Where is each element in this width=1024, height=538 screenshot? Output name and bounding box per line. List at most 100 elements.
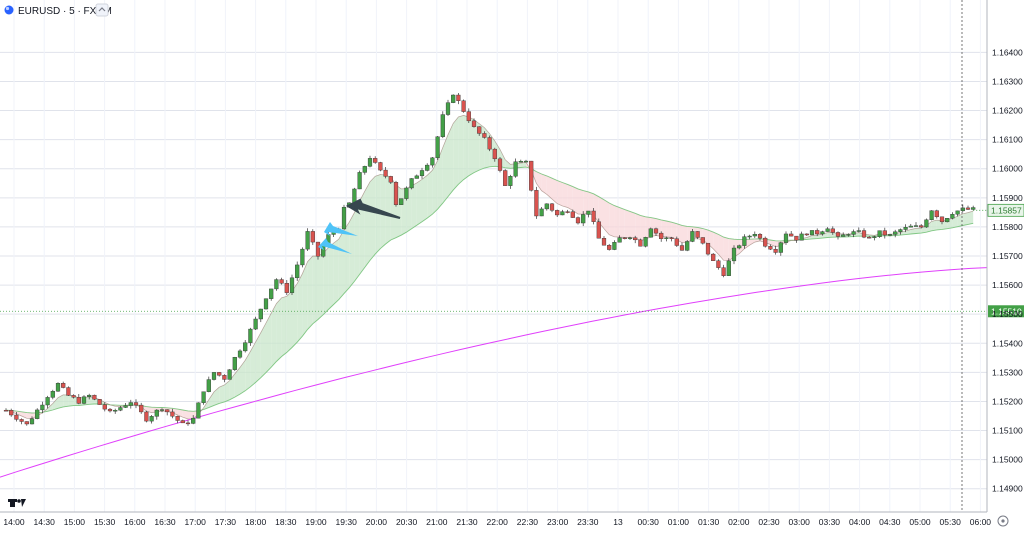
x-tick-label[interactable]: 21:00 [426,517,448,527]
candle-body [737,246,741,248]
x-tick-label[interactable]: 23:00 [547,517,569,527]
x-tick-label[interactable]: 05:00 [909,517,931,527]
candle-body [306,231,310,249]
y-tick-label[interactable]: 1.16400 [992,47,1023,57]
cloud-segment [666,221,671,237]
candle-body [384,170,388,176]
logo-part-2 [8,499,17,502]
x-tick-label[interactable]: 21:30 [456,517,478,527]
x-tick-label[interactable]: 22:00 [487,517,509,527]
x-tick-label[interactable]: 16:30 [154,517,176,527]
cloud-segment [323,248,328,315]
candle-body [394,182,398,205]
x-tick-label[interactable]: 02:30 [758,517,780,527]
x-tick-label[interactable]: 03:00 [789,517,811,527]
x-tick-label[interactable]: 04:00 [849,517,871,527]
cloud-segment [620,208,625,238]
candle-body [691,231,695,241]
y-tick-label[interactable]: 1.15600 [992,280,1023,290]
y-tick-label[interactable]: 1.16000 [992,164,1023,174]
candle-body [285,283,289,292]
x-tick-label[interactable]: 14:30 [34,517,56,527]
cloud-segment [287,291,292,352]
x-tick-label[interactable]: 06:00 [970,517,992,527]
candle-body [134,403,138,406]
candle-body [15,415,19,419]
candle-body [883,231,887,235]
chart-header[interactable]: EURUSD · 5 · FXCM [5,4,112,17]
candle-body [165,410,169,412]
x-tick-label[interactable]: 19:30 [336,517,358,527]
candle-body [436,137,440,158]
candle-body [919,226,923,227]
candle-body [316,242,320,256]
x-tick-label[interactable]: 18:00 [245,517,267,527]
x-tick-label[interactable]: 15:30 [94,517,116,527]
x-tick-label[interactable]: 22:30 [517,517,539,527]
candle-body [514,162,518,176]
candle-body [41,405,45,410]
candle-body [269,289,273,299]
cloud-segment [308,256,313,329]
y-tick-label[interactable]: 1.15900 [992,193,1023,203]
x-tick-label[interactable]: 13 [613,517,623,527]
x-tick-label[interactable]: 16:00 [124,517,146,527]
cloud-segment [464,115,469,179]
y-tick-label[interactable]: 1.16300 [992,76,1023,86]
x-tick-label[interactable]: 17:00 [185,517,207,527]
y-tick-label[interactable]: 1.16100 [992,135,1023,145]
candle-body [597,222,601,239]
cloud-segment [292,284,297,348]
x-tick-label[interactable]: 18:30 [275,517,297,527]
y-tick-label[interactable]: 1.14900 [992,484,1023,494]
candle-body [186,423,190,424]
candle-body [587,211,591,214]
cloud-segment [422,175,427,221]
x-tick-label[interactable]: 00:30 [638,517,660,527]
x-tick-label[interactable]: 01:00 [668,517,690,527]
candle-body [290,278,294,293]
candle-body [971,208,975,210]
x-tick-label[interactable]: 04:30 [879,517,901,527]
x-tick-label[interactable]: 03:30 [819,517,841,527]
y-tick-label[interactable]: 1.15000 [992,455,1023,465]
candle-body [873,237,877,238]
candle-body [857,231,861,232]
x-tick-label[interactable]: 19:00 [305,517,327,527]
candle-body [20,419,24,421]
candle-body [280,280,284,284]
candle-body [758,234,762,238]
x-tick-label[interactable]: 05:30 [940,517,962,527]
x-tick-label[interactable]: 01:30 [698,517,720,527]
y-tick-label[interactable]: 1.15800 [992,222,1023,232]
x-tick-label[interactable]: 20:30 [396,517,418,527]
y-tick-label[interactable]: 1.15300 [992,367,1023,377]
candle-body [446,103,450,115]
x-tick-label[interactable]: 14:00 [3,517,25,527]
candle-body [805,234,809,235]
x-tick-label[interactable]: 23:30 [577,517,599,527]
candle-body [301,249,305,265]
y-tick-label[interactable]: 1.15100 [992,426,1023,436]
candle-body [9,410,13,415]
y-tick-label[interactable]: 1.15500 [992,309,1023,319]
y-tick-label[interactable]: 1.15700 [992,251,1023,261]
candle-body [488,137,492,149]
candle-body [852,232,856,235]
x-tick-label[interactable]: 02:00 [728,517,750,527]
y-tick-label[interactable]: 1.15400 [992,338,1023,348]
x-tick-label[interactable]: 17:30 [215,517,237,527]
collapse-icon[interactable] [96,4,108,16]
y-tick-label[interactable]: 1.16200 [992,106,1023,116]
cloud-segment [427,170,432,218]
x-tick-label[interactable]: 20:00 [366,517,388,527]
x-tick-label[interactable]: 15:00 [64,517,86,527]
y-tick-label[interactable]: 1.15200 [992,396,1023,406]
cloud-segment [625,210,630,238]
candle-body [550,204,554,211]
candle-body [467,112,471,121]
candle-body [342,207,346,229]
